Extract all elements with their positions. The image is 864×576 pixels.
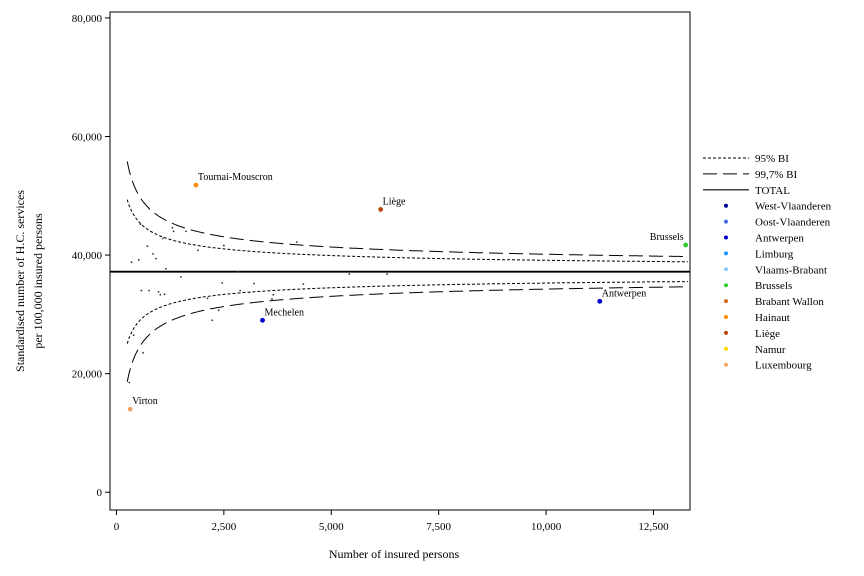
data-point — [217, 309, 220, 312]
labeled-point — [127, 406, 133, 412]
data-point — [148, 289, 150, 292]
data-point — [161, 237, 164, 240]
legend-marker — [724, 203, 728, 208]
legend-label: Brabant Wallon — [755, 296, 824, 308]
scatter-points — [128, 223, 389, 384]
data-point — [211, 319, 214, 322]
data-point — [171, 226, 174, 229]
legend-marker — [724, 330, 728, 335]
data-point — [348, 273, 351, 275]
lower-limit-997 — [126, 286, 688, 383]
data-point — [139, 223, 142, 226]
labeled-point — [193, 182, 199, 188]
legend-marker — [724, 251, 728, 256]
x-axis: 0 2,500 5,000 7,500 10,000 12,500 — [114, 510, 669, 533]
x-tick-label: 5,000 — [319, 521, 344, 533]
data-point — [221, 282, 224, 284]
data-point — [271, 298, 273, 300]
data-point — [146, 245, 149, 248]
legend-label: West-Vlaanderen — [755, 201, 832, 213]
y-axis-title-line1: Standardised number of H.C. services — [13, 190, 27, 372]
y-tick-label: 80,000 — [72, 13, 103, 25]
data-point — [248, 291, 251, 294]
labeled-point — [597, 298, 603, 304]
data-point — [128, 381, 131, 384]
data-point — [142, 351, 144, 354]
legend-label: Luxembourg — [755, 360, 812, 372]
data-point — [172, 230, 175, 233]
labeled-point — [378, 207, 384, 212]
data-point — [239, 289, 242, 292]
x-tick-label: 10,000 — [531, 521, 562, 533]
point-annotation: Virton — [132, 396, 158, 407]
point-annotation: Antwerpen — [602, 288, 646, 299]
data-point — [272, 293, 275, 296]
lower-limit-95 — [126, 281, 688, 344]
legend-marker — [724, 299, 728, 304]
legend-marker — [724, 235, 728, 240]
limit-bands — [126, 161, 688, 383]
data-point — [152, 252, 154, 255]
data-point — [155, 257, 157, 260]
y-axis-title-line2: per 100,000 insured persons — [31, 213, 45, 349]
legend-label: Antwerpen — [755, 233, 804, 245]
x-axis-title: Number of insured persons — [329, 547, 460, 561]
data-point — [185, 230, 187, 233]
data-point — [197, 249, 199, 252]
upper-limit-95 — [126, 199, 688, 263]
y-tick-label: 40,000 — [72, 250, 103, 262]
x-tick-label: 7,500 — [426, 521, 451, 533]
upper-limit-997 — [126, 161, 688, 258]
data-point — [157, 290, 160, 293]
point-annotation: Mechelen — [265, 307, 304, 318]
y-tick-label: 0 — [97, 487, 103, 499]
legend-marker — [724, 283, 728, 288]
legend-label: 95% BI — [755, 153, 789, 165]
data-point — [132, 334, 135, 337]
x-tick-label: 2,500 — [211, 521, 236, 533]
data-point — [222, 244, 225, 247]
x-tick-label: 12,500 — [638, 521, 669, 533]
legend-label: Hainaut — [755, 312, 790, 324]
data-point — [137, 258, 140, 261]
data-point — [386, 273, 389, 275]
labeled-points: Tournai-Mouscron Liège Brussels Antwerpen Me… — [127, 172, 689, 412]
data-point — [130, 261, 133, 264]
legend-marker — [724, 267, 728, 272]
data-point — [163, 293, 166, 296]
y-tick-label: 20,000 — [72, 369, 103, 381]
point-annotation: Liège — [383, 196, 406, 207]
data-point — [206, 297, 209, 300]
data-point — [302, 283, 305, 286]
legend-label: Oost-Vlaanderen — [755, 217, 831, 229]
data-point — [237, 270, 239, 273]
legend-marker — [724, 346, 728, 351]
legend-label: 99,7% BI — [755, 169, 798, 181]
point-annotation: Tournai-Mouscron — [198, 172, 273, 183]
data-point — [253, 282, 255, 285]
data-point — [295, 241, 298, 243]
legend-label: Liège — [755, 328, 780, 340]
legend-marker — [724, 219, 728, 224]
legend-label: TOTAL — [755, 185, 790, 197]
legend-label: Brussels — [755, 280, 792, 292]
y-tick-label: 60,000 — [72, 132, 103, 144]
data-point — [140, 289, 143, 292]
legend-label: Vlaams-Brabant — [755, 264, 827, 276]
data-point — [164, 267, 167, 270]
legend-label: Limburg — [755, 248, 794, 260]
labeled-point — [683, 242, 689, 248]
data-point — [159, 293, 162, 296]
labeled-point — [260, 317, 265, 323]
point-annotation: Brussels — [650, 232, 684, 243]
legend-marker — [724, 315, 728, 319]
y-axis: 0 20,000 40,000 60,000 80,000 — [72, 13, 110, 499]
data-point — [179, 276, 182, 278]
legend-label: Namur — [755, 344, 786, 356]
x-tick-label: 0 — [114, 521, 120, 533]
legend: 95% BI 99,7% BI TOTAL West-Vlaanderen Oost-V… — [703, 153, 832, 372]
legend-marker — [724, 362, 728, 367]
